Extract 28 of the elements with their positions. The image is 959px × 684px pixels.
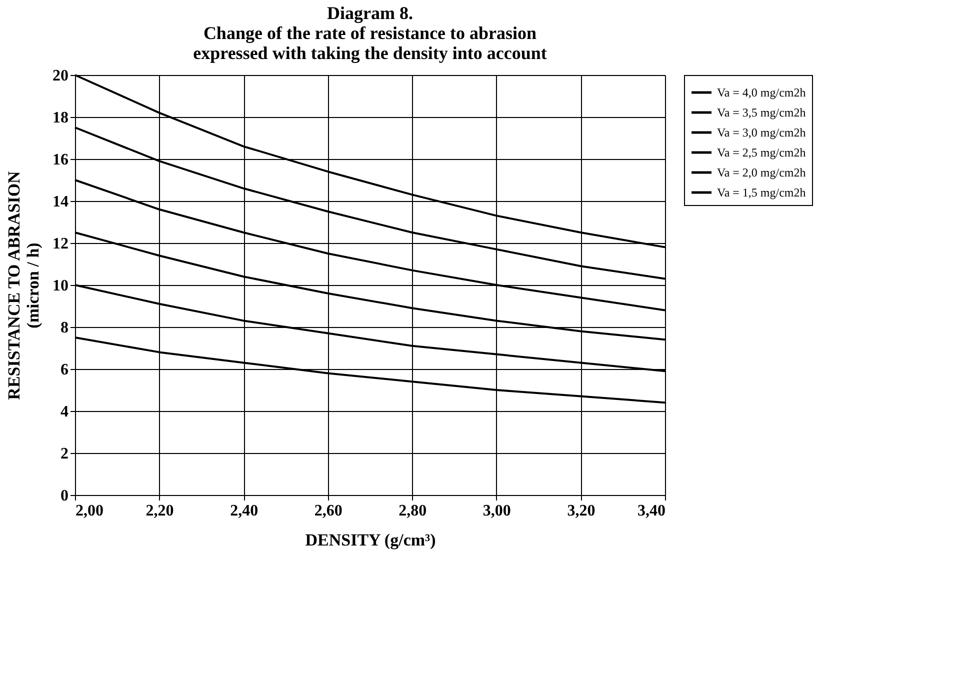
x-tick-label: 3,00 bbox=[482, 502, 511, 520]
legend-label: Va = 3,5 mg/cm2h bbox=[717, 106, 806, 120]
y-tick-label: 0 bbox=[60, 488, 68, 504]
y-tick-label: 12 bbox=[52, 236, 68, 252]
x-tick-label: 2,40 bbox=[230, 502, 258, 520]
y-tick-label: 4 bbox=[60, 404, 68, 420]
chart-title: Diagram 8. Change of the rate of resistance to abrasion expressed with taking the density into account bbox=[193, 3, 547, 63]
legend-label: Va = 4,0 mg/cm2h bbox=[717, 86, 806, 100]
x-tick-label: 3,40 bbox=[638, 502, 666, 520]
x-tick-label: 3,20 bbox=[567, 502, 596, 520]
y-tick-label: 2 bbox=[60, 446, 68, 462]
y-tick-label: 10 bbox=[52, 278, 68, 294]
x-tick-label: 2,00 bbox=[76, 502, 104, 520]
x-axis-title: DENSITY (g/cm³) bbox=[305, 530, 436, 550]
legend-label: Va = 2,5 mg/cm2h bbox=[717, 146, 806, 160]
y-tick-label: 16 bbox=[52, 152, 68, 168]
x-tick-label: 2,80 bbox=[398, 502, 427, 520]
y-tick-label: 18 bbox=[52, 110, 68, 126]
legend-label: Va = 3,0 mg/cm2h bbox=[717, 126, 806, 140]
x-tick-label: 2,20 bbox=[146, 502, 174, 520]
y-tick-label: 8 bbox=[60, 320, 68, 336]
y-tick-label: 20 bbox=[52, 68, 68, 84]
legend-label: Va = 1,5 mg/cm2h bbox=[717, 186, 806, 200]
y-axis-title: RESISTANCE TO ABRASION (micron / h) bbox=[4, 170, 42, 400]
legend-label: Va = 2,0 mg/cm2h bbox=[717, 166, 806, 180]
y-tick-label: 14 bbox=[52, 194, 68, 210]
y-tick-label: 6 bbox=[60, 362, 68, 378]
x-tick-label: 2,60 bbox=[314, 502, 342, 520]
